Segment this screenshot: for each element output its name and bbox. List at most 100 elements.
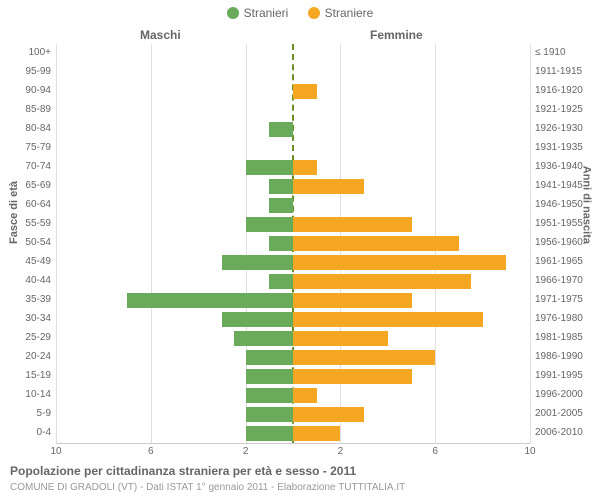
x-tick-label: 6 xyxy=(432,446,438,457)
header-male: Maschi xyxy=(140,28,181,42)
x-tick-label: 10 xyxy=(50,446,61,457)
male-bar xyxy=(246,369,293,384)
age-label: 15-19 xyxy=(25,370,51,381)
chart-subcaption: COMUNE DI GRADOLI (VT) - Dati ISTAT 1° g… xyxy=(10,482,405,493)
birth-year-label: 1946-1950 xyxy=(535,199,583,210)
legend-item-female: Straniere xyxy=(308,6,374,20)
age-label: 0-4 xyxy=(37,427,51,438)
female-bar xyxy=(293,331,388,346)
birth-year-label: 1936-1940 xyxy=(535,161,583,172)
age-label: 80-84 xyxy=(25,123,51,134)
female-bar xyxy=(293,84,317,99)
male-bar xyxy=(127,293,293,308)
birth-year-label: 1941-1945 xyxy=(535,180,583,191)
female-bar xyxy=(293,407,364,422)
female-bar xyxy=(293,426,340,441)
age-label: 20-24 xyxy=(25,351,51,362)
female-bar xyxy=(293,236,459,251)
birth-year-label: 1996-2000 xyxy=(535,389,583,400)
age-label: 50-54 xyxy=(25,237,51,248)
chart-caption: Popolazione per cittadinanza straniera p… xyxy=(10,464,356,478)
baseline xyxy=(56,443,530,444)
age-label: 60-64 xyxy=(25,199,51,210)
male-bar xyxy=(269,198,293,213)
legend-item-male: Stranieri xyxy=(227,6,289,20)
legend-label-female: Straniere xyxy=(325,6,374,20)
age-label: 95-99 xyxy=(25,66,51,77)
age-label: 90-94 xyxy=(25,85,51,96)
male-bar xyxy=(246,217,293,232)
female-bar xyxy=(293,350,435,365)
birth-year-label: 1951-1955 xyxy=(535,218,583,229)
age-label: 45-49 xyxy=(25,256,51,267)
age-row: 70-741936-1940 xyxy=(56,158,530,177)
age-row: 90-941916-1920 xyxy=(56,82,530,101)
birth-year-label: ≤ 1910 xyxy=(535,47,566,58)
gridline xyxy=(530,44,531,444)
age-row: 30-341976-1980 xyxy=(56,310,530,329)
x-axis-ticks: 10622610 xyxy=(56,446,530,460)
age-row: 65-691941-1945 xyxy=(56,177,530,196)
age-label: 5-9 xyxy=(37,408,51,419)
legend-label-male: Stranieri xyxy=(244,6,289,20)
age-row: 35-391971-1975 xyxy=(56,291,530,310)
age-row: 100+≤ 1910 xyxy=(56,44,530,63)
female-bar xyxy=(293,160,317,175)
female-bar xyxy=(293,369,412,384)
male-bar xyxy=(269,179,293,194)
birth-year-label: 1931-1935 xyxy=(535,142,583,153)
age-row: 20-241986-1990 xyxy=(56,348,530,367)
age-label: 65-69 xyxy=(25,180,51,191)
birth-year-label: 1971-1975 xyxy=(535,294,583,305)
legend-swatch-female xyxy=(308,7,320,19)
x-tick-label: 2 xyxy=(243,446,249,457)
birth-year-label: 1926-1930 xyxy=(535,123,583,134)
male-bar xyxy=(222,312,293,327)
age-label: 100+ xyxy=(28,47,51,58)
birth-year-label: 1961-1965 xyxy=(535,256,583,267)
birth-year-label: 1921-1925 xyxy=(535,104,583,115)
female-bar xyxy=(293,293,412,308)
age-row: 10-141996-2000 xyxy=(56,386,530,405)
birth-year-label: 2006-2010 xyxy=(535,427,583,438)
age-label: 35-39 xyxy=(25,294,51,305)
male-bar xyxy=(246,350,293,365)
x-tick-label: 2 xyxy=(338,446,344,457)
age-row: 95-991911-1915 xyxy=(56,63,530,82)
legend-swatch-male xyxy=(227,7,239,19)
female-bar xyxy=(293,312,483,327)
female-bar xyxy=(293,274,471,289)
x-tick-label: 10 xyxy=(524,446,535,457)
male-bar xyxy=(246,388,293,403)
age-row: 15-191991-1995 xyxy=(56,367,530,386)
age-row: 0-42006-2010 xyxy=(56,424,530,443)
male-bar xyxy=(269,236,293,251)
age-label: 25-29 xyxy=(25,332,51,343)
age-row: 55-591951-1955 xyxy=(56,215,530,234)
birth-year-label: 1981-1985 xyxy=(535,332,583,343)
age-label: 75-79 xyxy=(25,142,51,153)
age-label: 55-59 xyxy=(25,218,51,229)
age-row: 45-491961-1965 xyxy=(56,253,530,272)
female-bar xyxy=(293,255,506,270)
birth-year-label: 1976-1980 xyxy=(535,313,583,324)
male-bar xyxy=(246,426,293,441)
age-row: 75-791931-1935 xyxy=(56,139,530,158)
male-bar xyxy=(269,274,293,289)
birth-year-label: 1956-1960 xyxy=(535,237,583,248)
male-bar xyxy=(269,122,293,137)
female-bar xyxy=(293,217,412,232)
age-label: 30-34 xyxy=(25,313,51,324)
age-row: 50-541956-1960 xyxy=(56,234,530,253)
age-label: 40-44 xyxy=(25,275,51,286)
age-row: 40-441966-1970 xyxy=(56,272,530,291)
age-label: 70-74 xyxy=(25,161,51,172)
axis-title-left: Fasce di età xyxy=(8,181,20,244)
chart-container: Stranieri Straniere Maschi Femmine Fasce… xyxy=(0,0,600,500)
age-row: 60-641946-1950 xyxy=(56,196,530,215)
female-bar xyxy=(293,388,317,403)
age-row: 85-891921-1925 xyxy=(56,101,530,120)
birth-year-label: 1916-1920 xyxy=(535,85,583,96)
age-label: 10-14 xyxy=(25,389,51,400)
chart-area: 100+≤ 191095-991911-191590-941916-192085… xyxy=(56,44,530,444)
